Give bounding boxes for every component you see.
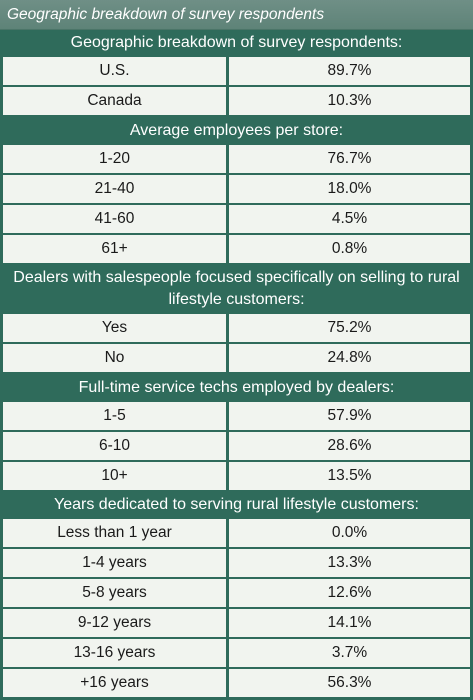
row-label: 10+ [3,461,226,490]
row-label: 13-16 years [3,638,226,667]
row-value: 56.3% [229,668,470,697]
table-row: 61+ 0.8% [3,235,470,264]
survey-table: Geographic breakdown of survey responden… [3,29,470,697]
row-label: Canada [3,87,226,116]
row-label: 1-20 [3,145,226,174]
table-row: Less than 1 year 0.0% [3,518,470,547]
row-value: 13.3% [229,548,470,577]
row-label: 5-8 years [3,578,226,607]
table-row: 1-20 76.7% [3,145,470,174]
row-value: 3.7% [229,638,470,667]
row-label: No [3,343,226,372]
table-row: 1-5 57.9% [3,401,470,430]
row-label: 6-10 [3,431,226,460]
section-header: Average employees per store: [129,122,344,140]
table-row: No 24.8% [3,343,470,372]
row-label: 41-60 [3,205,226,234]
row-value: 0.8% [229,235,470,264]
row-value: 76.7% [229,145,470,174]
table-row: 10+ 13.5% [3,461,470,490]
table-row: +16 years 56.3% [3,668,470,697]
row-label: 1-4 years [3,548,226,577]
row-label: Less than 1 year [3,518,226,547]
row-value: 18.0% [229,175,470,204]
row-value: 75.2% [229,313,470,342]
row-value: 24.8% [229,343,470,372]
row-value: 4.5% [229,205,470,234]
table-row: Yes 75.2% [3,313,470,342]
table-row: 1-4 years 13.3% [3,548,470,577]
row-label: Yes [3,313,226,342]
row-value: 12.6% [229,578,470,607]
row-value: 13.5% [229,461,470,490]
table-row: 13-16 years 3.7% [3,638,470,667]
row-label: 21-40 [3,175,226,204]
table-row: 41-60 4.5% [3,205,470,234]
section-header: Full-time service techs employed by deal… [78,378,395,396]
row-label: U.S. [3,57,226,86]
row-value: 57.9% [229,401,470,430]
row-value: 0.0% [229,518,470,547]
table-row: 21-40 18.0% [3,175,470,204]
table-row: 6-10 28.6% [3,431,470,460]
section-header: Dealers with salespeople focused specifi… [13,269,460,309]
row-value: 10.3% [229,87,470,116]
table-row: U.S. 89.7% [3,57,470,86]
row-value: 14.1% [229,608,470,637]
row-label: 1-5 [3,401,226,430]
table-row: Canada 10.3% [3,87,470,116]
figure-caption: Geographic breakdown of survey responden… [0,0,473,30]
row-label: +16 years [3,668,226,697]
table-row: 5-8 years 12.6% [3,578,470,607]
row-value: 89.7% [229,57,470,86]
row-label: 9-12 years [3,608,226,637]
section-header: Years dedicated to serving rural lifesty… [54,496,419,514]
row-label: 61+ [3,235,226,264]
row-value: 28.6% [229,431,470,460]
section-header: Geographic breakdown of survey responden… [70,34,403,51]
table-row: 9-12 years 14.1% [3,608,470,637]
